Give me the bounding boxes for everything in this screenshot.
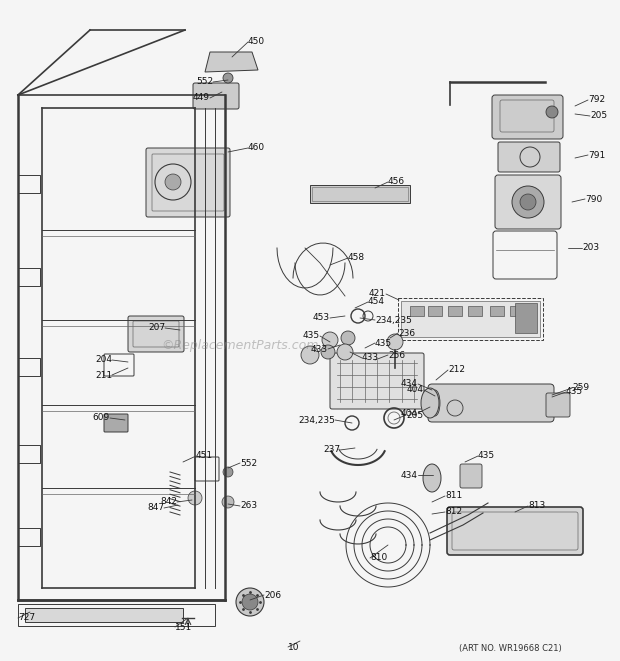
Text: 460: 460 — [248, 143, 265, 153]
Circle shape — [165, 174, 181, 190]
Polygon shape — [205, 52, 258, 72]
Text: 435: 435 — [478, 451, 495, 461]
FancyBboxPatch shape — [128, 316, 184, 352]
Circle shape — [341, 331, 355, 345]
Circle shape — [387, 334, 403, 350]
FancyBboxPatch shape — [104, 414, 128, 432]
FancyBboxPatch shape — [193, 83, 239, 109]
Text: 433: 433 — [362, 354, 379, 362]
Circle shape — [223, 73, 233, 83]
Text: 790: 790 — [585, 194, 602, 204]
Circle shape — [223, 467, 233, 477]
FancyBboxPatch shape — [146, 148, 230, 217]
Text: 404: 404 — [401, 408, 418, 418]
Text: 207: 207 — [148, 323, 165, 332]
Text: 203: 203 — [582, 243, 599, 253]
FancyBboxPatch shape — [492, 95, 563, 139]
Text: 259: 259 — [572, 383, 589, 393]
Bar — [428, 306, 442, 316]
Text: 212: 212 — [448, 366, 465, 375]
Bar — [410, 306, 424, 316]
FancyBboxPatch shape — [495, 175, 561, 229]
Bar — [468, 306, 482, 316]
Circle shape — [301, 346, 319, 364]
Text: 454: 454 — [368, 297, 385, 307]
Text: 450: 450 — [248, 38, 265, 46]
Text: 552: 552 — [240, 459, 257, 467]
Circle shape — [337, 344, 353, 360]
Bar — [18, 604, 215, 626]
Circle shape — [236, 588, 264, 616]
Text: 435: 435 — [566, 387, 583, 397]
Bar — [310, 185, 410, 203]
Text: 433: 433 — [311, 344, 328, 354]
Bar — [398, 298, 543, 340]
Text: 810: 810 — [370, 553, 388, 563]
Circle shape — [447, 400, 463, 416]
Text: 434: 434 — [401, 379, 418, 389]
Text: 151: 151 — [175, 623, 192, 631]
Text: 813: 813 — [528, 502, 545, 510]
Text: 451: 451 — [196, 451, 213, 461]
Circle shape — [546, 106, 558, 118]
Text: 453: 453 — [313, 313, 330, 323]
Text: 552: 552 — [196, 77, 213, 87]
FancyBboxPatch shape — [460, 464, 482, 488]
Text: 449: 449 — [193, 93, 210, 102]
Text: 811: 811 — [445, 492, 463, 500]
FancyBboxPatch shape — [428, 384, 554, 422]
Text: 456: 456 — [388, 178, 405, 186]
Text: 256: 256 — [388, 350, 405, 360]
Circle shape — [222, 496, 234, 508]
Ellipse shape — [430, 390, 440, 416]
Text: 435: 435 — [375, 338, 392, 348]
Text: 10: 10 — [288, 642, 299, 652]
Bar — [515, 303, 537, 333]
Circle shape — [242, 594, 258, 610]
Bar — [312, 187, 408, 201]
Bar — [25, 608, 183, 622]
Text: 205: 205 — [406, 410, 423, 420]
Text: 211: 211 — [95, 371, 112, 379]
Text: 435: 435 — [303, 332, 320, 340]
Ellipse shape — [421, 388, 439, 418]
FancyBboxPatch shape — [330, 353, 424, 409]
Circle shape — [512, 186, 544, 218]
Bar — [510, 306, 524, 316]
Text: 234,235: 234,235 — [298, 416, 335, 424]
Bar — [448, 306, 462, 316]
Circle shape — [188, 491, 202, 505]
Text: 727: 727 — [18, 613, 35, 623]
Text: 812: 812 — [445, 508, 462, 516]
FancyBboxPatch shape — [546, 393, 570, 417]
Text: 236: 236 — [398, 329, 415, 338]
FancyBboxPatch shape — [447, 507, 583, 555]
Text: 237: 237 — [323, 446, 340, 455]
Bar — [401, 301, 540, 337]
Text: 791: 791 — [588, 151, 605, 159]
Circle shape — [321, 345, 335, 359]
Text: 206: 206 — [264, 590, 281, 600]
Text: 234,235: 234,235 — [375, 315, 412, 325]
Text: 847: 847 — [147, 504, 164, 512]
Circle shape — [520, 194, 536, 210]
Circle shape — [322, 332, 338, 348]
Ellipse shape — [423, 464, 441, 492]
Text: 609: 609 — [93, 414, 110, 422]
Text: (ART NO. WR19668 C21): (ART NO. WR19668 C21) — [459, 644, 561, 652]
Text: 842: 842 — [160, 498, 177, 506]
Text: ©ReplacementParts.com: ©ReplacementParts.com — [161, 338, 319, 352]
Text: 421: 421 — [369, 290, 386, 299]
Text: 263: 263 — [240, 502, 257, 510]
Text: 458: 458 — [348, 254, 365, 262]
Bar — [490, 306, 504, 316]
Text: 404: 404 — [407, 385, 424, 395]
Text: 434: 434 — [401, 471, 418, 479]
Text: 205: 205 — [590, 112, 607, 120]
Text: 792: 792 — [588, 95, 605, 104]
Text: 204: 204 — [95, 356, 112, 364]
FancyBboxPatch shape — [498, 142, 560, 172]
